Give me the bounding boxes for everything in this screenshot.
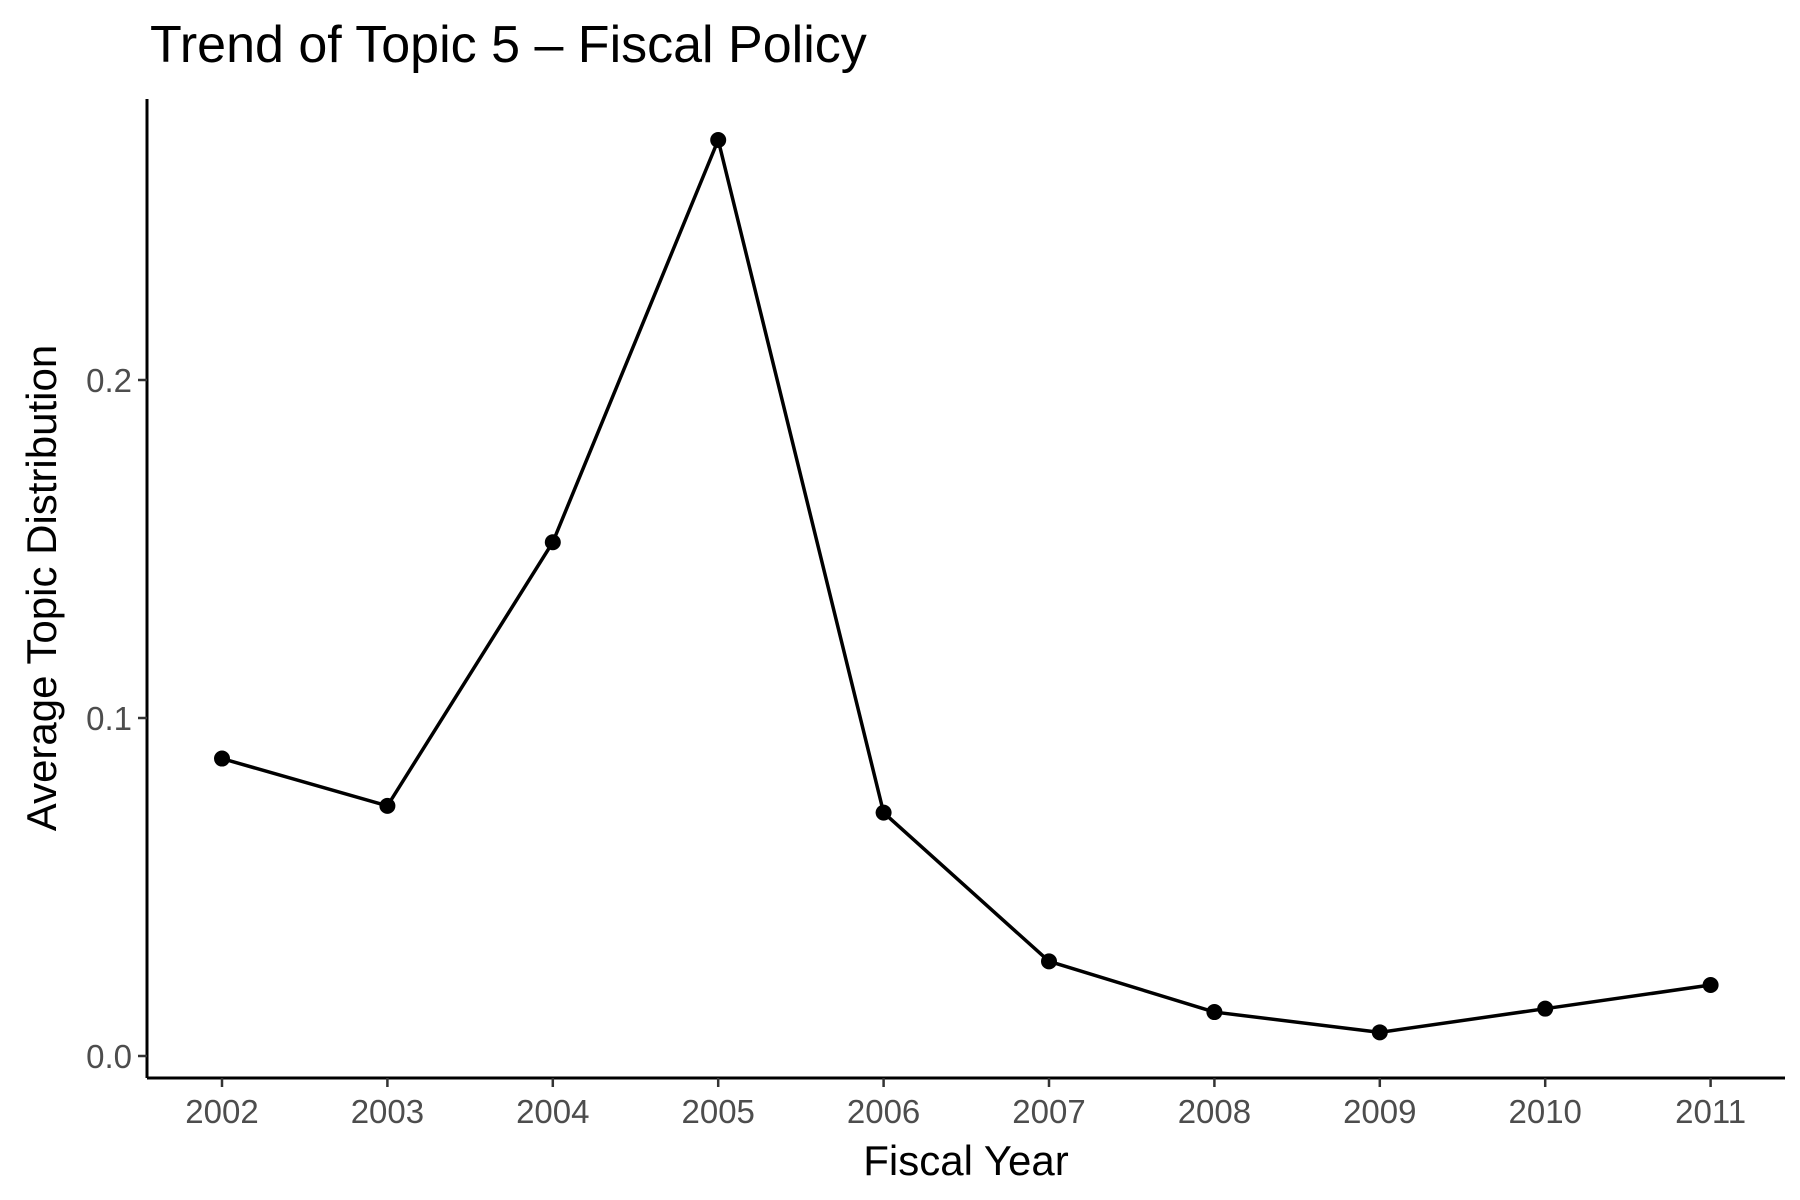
y-tick-label: 0.1 xyxy=(86,700,132,737)
x-tick-label: 2009 xyxy=(1343,1093,1416,1130)
data-point-2005 xyxy=(710,132,727,149)
data-point-2002 xyxy=(214,750,230,767)
y-axis-ticks: 0.0 0.1 0.2 xyxy=(86,362,147,1075)
x-tick-label: 2011 xyxy=(1675,1093,1746,1130)
x-tick-label: 2006 xyxy=(847,1093,920,1130)
x-tick-label: 2003 xyxy=(351,1093,424,1130)
data-point-2003 xyxy=(379,797,396,814)
x-tick-label: 2004 xyxy=(516,1093,589,1130)
data-point-2010 xyxy=(1537,1000,1554,1017)
data-point-2011 xyxy=(1702,977,1719,994)
y-axis-title: Average Topic Distribution xyxy=(18,345,65,831)
data-point-2007 xyxy=(1041,953,1057,970)
chart-title: Trend of Topic 5 – Fiscal Policy xyxy=(150,16,867,74)
x-tick-label: 2005 xyxy=(681,1093,754,1130)
data-point-2009 xyxy=(1371,1024,1388,1041)
x-axis-title: Fiscal Year xyxy=(863,1137,1068,1184)
x-axis-ticks: 2002 2003 2004 2005 2006 2007 2008 2009 2010 2011 xyxy=(185,1078,1746,1130)
plot-area: 0.00.10.2 2002 2003 2004 2005 2006 2007 2008 20… xyxy=(86,99,1785,1130)
data-point-2006 xyxy=(875,804,892,821)
y-tick-label: 0.2 xyxy=(86,362,132,399)
series-line xyxy=(221,138,1711,1035)
data-point-2008 xyxy=(1206,1004,1223,1021)
x-tick-label: 2002 xyxy=(185,1093,258,1130)
y-tick-label: 0.0 xyxy=(86,1038,132,1075)
x-tick-label: 2010 xyxy=(1508,1093,1581,1130)
data-points xyxy=(214,132,1719,1041)
data-point-2004 xyxy=(544,534,561,551)
x-tick-label: 2007 xyxy=(1012,1093,1085,1130)
x-tick-label: 2008 xyxy=(1178,1093,1251,1130)
